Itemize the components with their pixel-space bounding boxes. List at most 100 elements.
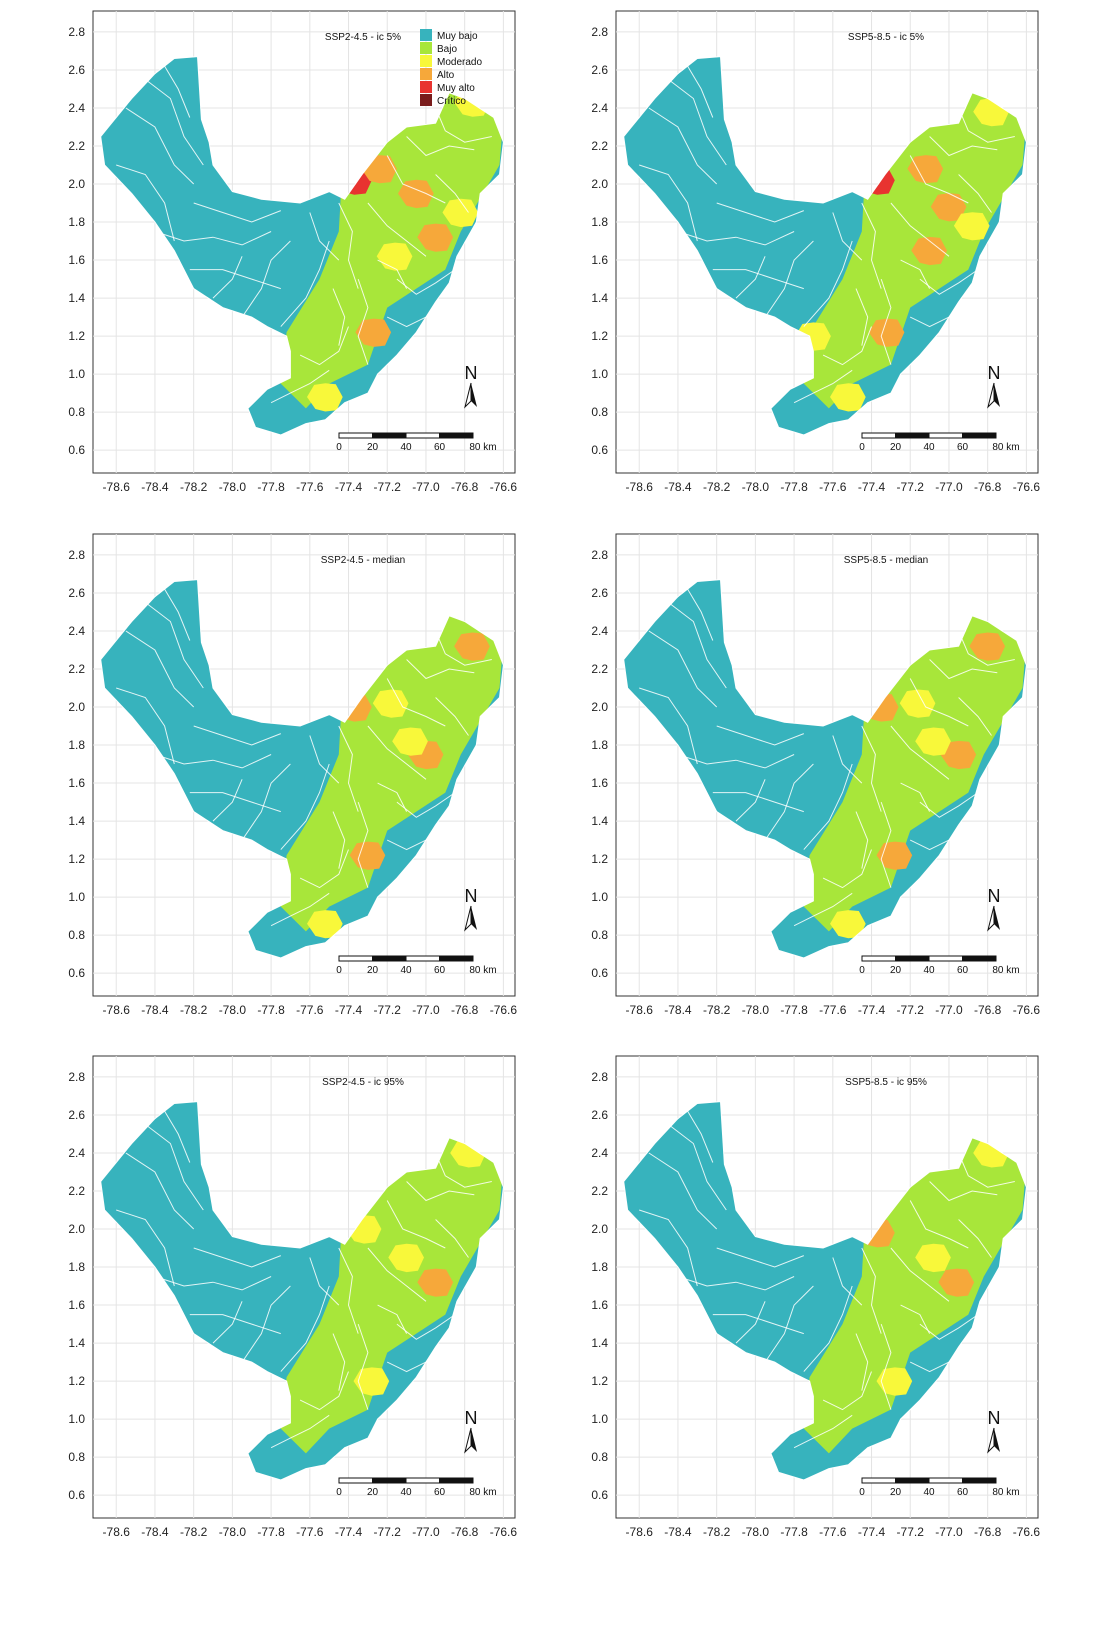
y-tick-label: 0.6 bbox=[591, 966, 608, 980]
north-arrow-icon: N bbox=[464, 886, 478, 932]
x-tick-label: -77.0 bbox=[935, 1003, 963, 1017]
x-tick-label: -76.8 bbox=[974, 1525, 1002, 1539]
zone-moderado bbox=[876, 1367, 913, 1396]
x-tick-label: -78.0 bbox=[742, 480, 770, 494]
y-tick-label: 2.6 bbox=[591, 586, 608, 600]
x-tick-label: -76.6 bbox=[1013, 1525, 1041, 1539]
zone-alto bbox=[969, 632, 1006, 661]
y-tick-label: 0.8 bbox=[591, 928, 608, 942]
x-tick-label: -77.6 bbox=[296, 480, 324, 494]
zone-alto bbox=[940, 740, 977, 770]
x-tick-label: -77.4 bbox=[335, 480, 363, 494]
y-tick-label: 1.4 bbox=[68, 814, 85, 828]
scale-tick-label: 60 bbox=[434, 442, 446, 453]
x-tick-label: -77.2 bbox=[374, 1525, 402, 1539]
x-tick-label: -76.8 bbox=[451, 1525, 479, 1539]
y-tick-label: 0.6 bbox=[68, 1488, 85, 1502]
zone-alto bbox=[355, 318, 392, 347]
x-tick-label: -77.4 bbox=[858, 480, 886, 494]
zone-moderado bbox=[830, 910, 866, 939]
x-tick-label: -78.6 bbox=[103, 1003, 131, 1017]
y-tick-label: 2.2 bbox=[591, 1184, 608, 1198]
x-tick-label: -76.6 bbox=[490, 480, 518, 494]
map-panel: -78.6 -78.4 -78.2 -78.0 -77.8 -77.6 -77.4 -77.2… bbox=[591, 10, 1041, 494]
x-tick-label: -77.4 bbox=[858, 1525, 886, 1539]
scale-tick-label: 40 bbox=[400, 1487, 412, 1498]
y-tick-label: 2.4 bbox=[591, 101, 608, 115]
legend-label: Crítico bbox=[437, 96, 466, 107]
y-tick-label: 1.2 bbox=[591, 329, 608, 343]
scale-tick-label: 80 km bbox=[469, 442, 496, 453]
zone-bajo bbox=[280, 1134, 504, 1454]
north-arrow-icon: N bbox=[987, 886, 1001, 932]
y-tick-label: 0.6 bbox=[68, 966, 85, 980]
x-tick-label: -78.0 bbox=[742, 1525, 770, 1539]
scale-tick-label: 40 bbox=[400, 442, 412, 453]
x-tick-label: -76.6 bbox=[1013, 480, 1041, 494]
panel-title: SSP2-4.5 - ic 5% bbox=[325, 32, 401, 43]
legend-swatch bbox=[420, 81, 432, 93]
legend-swatch bbox=[420, 94, 432, 106]
x-tick-label: -78.2 bbox=[703, 1003, 731, 1017]
x-tick-label: -78.2 bbox=[703, 480, 731, 494]
x-tick-label: -77.0 bbox=[935, 1525, 963, 1539]
scale-bar: 0 20 40 60 80 km bbox=[859, 1477, 1020, 1498]
x-tick-label: -77.6 bbox=[819, 480, 847, 494]
x-tick-label: -78.4 bbox=[664, 1525, 692, 1539]
x-tick-label: -78.6 bbox=[103, 1525, 131, 1539]
zone-bajo bbox=[280, 612, 504, 932]
y-tick-label: 0.8 bbox=[591, 405, 608, 419]
y-tick-label: 1.0 bbox=[68, 367, 85, 381]
north-label: N bbox=[465, 363, 478, 383]
scale-tick-label: 20 bbox=[367, 965, 379, 976]
scale-tick-label: 60 bbox=[957, 965, 969, 976]
y-tick-label: 1.8 bbox=[591, 738, 608, 752]
zone-moderado bbox=[830, 383, 866, 412]
x-tick-label: -76.6 bbox=[490, 1525, 518, 1539]
y-tick-label: 2.0 bbox=[591, 700, 608, 714]
y-tick-label: 1.4 bbox=[591, 814, 608, 828]
y-tick-label: 2.4 bbox=[591, 624, 608, 638]
y-tick-label: 1.2 bbox=[68, 852, 85, 866]
x-tick-label: -77.2 bbox=[374, 1003, 402, 1017]
y-tick-label: 1.6 bbox=[68, 776, 85, 790]
y-tick-label: 1.2 bbox=[591, 1374, 608, 1388]
legend-label: Muy alto bbox=[437, 83, 475, 94]
x-tick-label: -77.2 bbox=[374, 480, 402, 494]
x-tick-label: -76.8 bbox=[451, 1003, 479, 1017]
subbasin-boundaries bbox=[116, 588, 492, 927]
y-tick-label: 2.4 bbox=[68, 1146, 85, 1160]
zone-moderado bbox=[392, 727, 428, 756]
x-tick-label: -77.2 bbox=[897, 1003, 925, 1017]
map-panel: -78.6 -78.4 -78.2 -78.0 -77.8 -77.6 -77.4 -77.2… bbox=[68, 1055, 518, 1539]
north-arrow-icon: N bbox=[987, 1408, 1001, 1454]
x-tick-label: -77.2 bbox=[897, 1525, 925, 1539]
y-tick-label: 2.0 bbox=[68, 177, 85, 191]
zone-moderado bbox=[388, 1243, 424, 1273]
y-tick-label: 2.4 bbox=[591, 1146, 608, 1160]
zone-moderado bbox=[899, 689, 936, 718]
x-tick-label: -77.4 bbox=[335, 1003, 363, 1017]
y-tick-label: 0.8 bbox=[68, 928, 85, 942]
zone-moderado bbox=[915, 1243, 951, 1273]
x-tick-label: -78.0 bbox=[219, 1525, 247, 1539]
y-tick-label: 0.8 bbox=[68, 1450, 85, 1464]
y-tick-label: 1.4 bbox=[591, 1336, 608, 1350]
y-tick-label: 2.4 bbox=[68, 101, 85, 115]
x-tick-label: -77.8 bbox=[257, 1003, 285, 1017]
x-tick-label: -77.4 bbox=[858, 1003, 886, 1017]
y-tick-label: 2.0 bbox=[591, 177, 608, 191]
x-tick-label: -77.8 bbox=[780, 1003, 808, 1017]
zone-alto bbox=[907, 155, 944, 184]
zone-alto bbox=[349, 841, 386, 870]
legend-label: Moderado bbox=[437, 57, 482, 68]
x-tick-label: -78.4 bbox=[664, 480, 692, 494]
map-panel: -78.6 -78.4 -78.2 -78.0 -77.8 -77.6 -77.4 -77.2… bbox=[591, 533, 1040, 1017]
y-tick-label: 2.2 bbox=[68, 139, 85, 153]
y-tick-label: 2.6 bbox=[591, 63, 608, 77]
scale-bar: 0 20 40 60 80 km bbox=[859, 955, 1020, 976]
zone-bajo bbox=[803, 612, 1027, 932]
y-tick-label: 2.2 bbox=[68, 662, 85, 676]
scale-tick-label: 60 bbox=[434, 1487, 446, 1498]
